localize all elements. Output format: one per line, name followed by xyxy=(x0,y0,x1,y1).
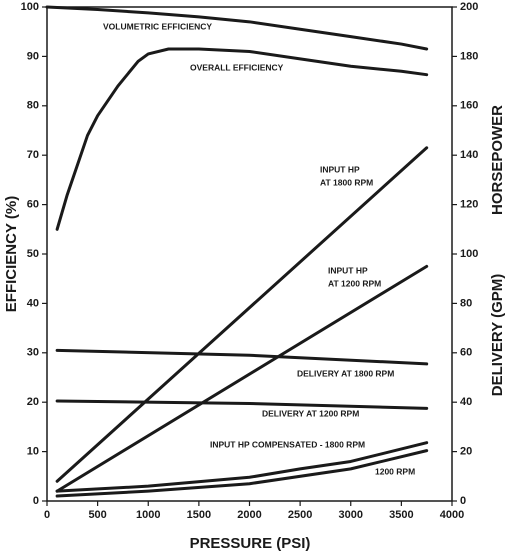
series-label: 1200 RPM xyxy=(375,466,415,476)
series-label: DELIVERY AT 1800 RPM xyxy=(297,368,394,378)
y-tick-label: 80 xyxy=(27,100,39,112)
series-label: AT 1800 RPM xyxy=(320,177,373,187)
y2-tick-label: 20 xyxy=(460,446,472,458)
x-tick-label: 4000 xyxy=(440,509,464,521)
y-tick-label: 40 xyxy=(27,297,39,309)
series-line xyxy=(55,449,429,498)
x-tick-label: 1000 xyxy=(136,509,160,521)
y2-tick-label: 140 xyxy=(460,149,478,161)
x-tick-label: 0 xyxy=(44,509,50,521)
y2-tick-label: 120 xyxy=(460,199,478,211)
series-label: OVERALL EFFICIENCY xyxy=(190,62,284,72)
y-axis-title: EFFICIENCY (%) xyxy=(3,196,20,312)
y-tick-label: 90 xyxy=(27,50,39,62)
series-label: INPUT HP xyxy=(328,265,368,275)
y2-tick-label: 40 xyxy=(460,396,472,408)
y2-tick-label: 160 xyxy=(460,100,478,112)
y2-tick-label: 200 xyxy=(460,1,478,13)
y2-tick-label: 60 xyxy=(460,347,472,359)
y-tick-label: 30 xyxy=(27,347,39,359)
x-tick-label: 3000 xyxy=(339,509,363,521)
y2-tick-label: 0 xyxy=(460,495,466,507)
series-line xyxy=(55,348,429,366)
y2-axis-title: HORSEPOWER xyxy=(489,105,506,215)
series-line xyxy=(45,5,429,51)
y-tick-label: 70 xyxy=(27,149,39,161)
series-label: VOLUMETRIC EFFICIENCY xyxy=(103,21,212,31)
series-label: INPUT HP COMPENSATED - 1800 RPM xyxy=(210,439,365,449)
y2-tick-label: 80 xyxy=(460,297,472,309)
x-axis-title: PRESSURE (PSI) xyxy=(190,535,311,552)
series-line xyxy=(55,399,429,410)
x-tick-label: 500 xyxy=(88,509,106,521)
y2-axis-title: DELIVERY (GPM) xyxy=(489,274,506,397)
series-line xyxy=(55,146,429,483)
y-tick-label: 100 xyxy=(21,1,39,13)
y-tick-label: 50 xyxy=(27,248,39,260)
series-label: DELIVERY AT 1200 RPM xyxy=(262,408,359,418)
series-line xyxy=(55,441,429,493)
y-tick-label: 10 xyxy=(27,446,39,458)
y-tick-label: 0 xyxy=(33,495,39,507)
series-label: AT 1200 RPM xyxy=(328,278,381,288)
plot-frame xyxy=(46,6,453,502)
x-tick-label: 2000 xyxy=(237,509,261,521)
y2-tick-label: 100 xyxy=(460,248,478,260)
series-line xyxy=(55,264,429,493)
series-line xyxy=(55,47,429,231)
x-tick-label: 1500 xyxy=(187,509,211,521)
x-tick-label: 3500 xyxy=(389,509,413,521)
series-label: INPUT HP xyxy=(320,164,360,174)
y-tick-label: 60 xyxy=(27,199,39,211)
y2-tick-label: 180 xyxy=(460,50,478,62)
y-tick-label: 20 xyxy=(27,396,39,408)
x-tick-label: 2500 xyxy=(288,509,312,521)
